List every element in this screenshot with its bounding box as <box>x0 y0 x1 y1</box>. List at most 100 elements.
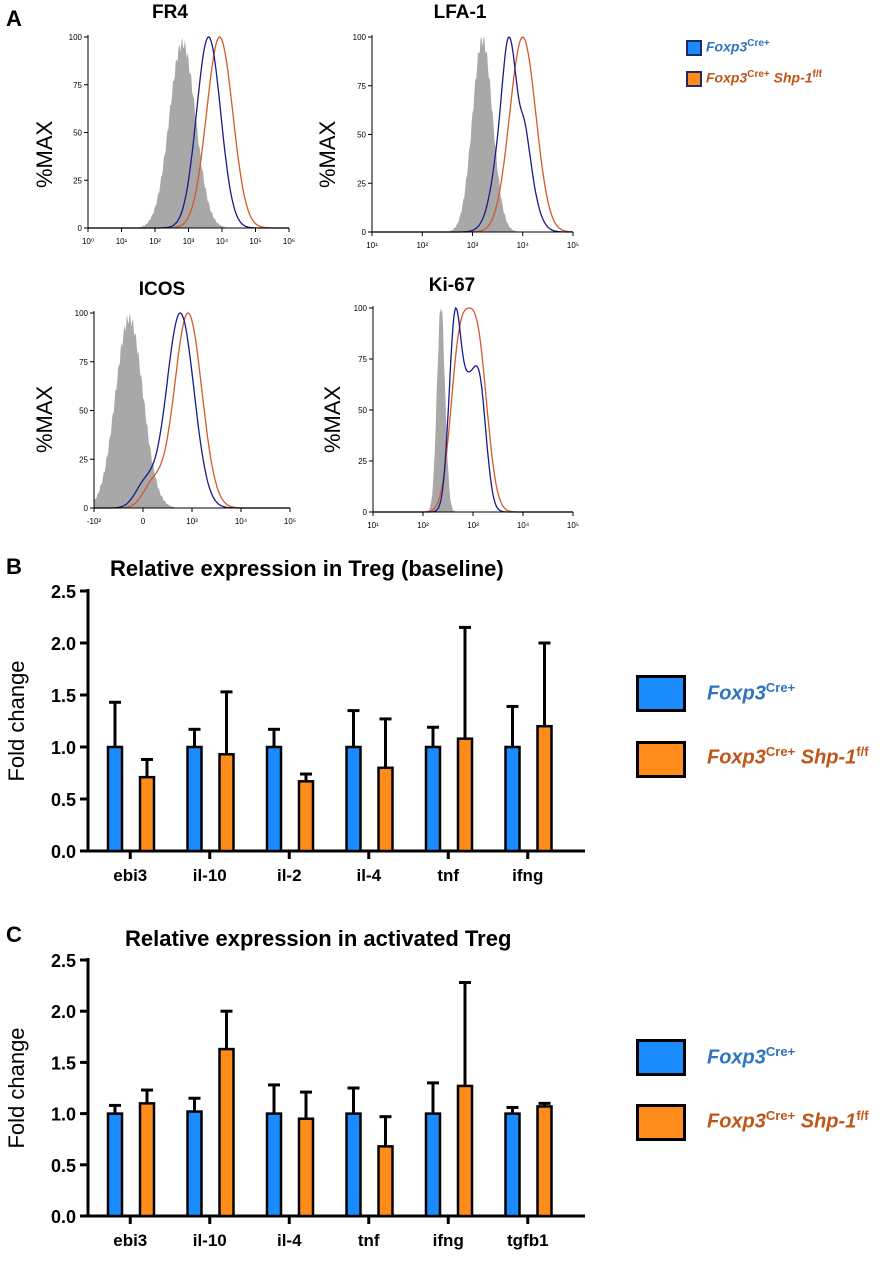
histogram-y-tick-label: 0 <box>362 228 367 237</box>
chart-c-bar-tnf-shp1 <box>377 1145 394 1218</box>
chart-b-bar-il-10-shp1 <box>218 753 235 853</box>
chart-c-bar-ebi3-shp1 <box>138 1102 156 1218</box>
chart-b-bar-il-2-shp1 <box>297 780 315 853</box>
histogram-isotype-fill <box>372 37 573 232</box>
histogram-x-tick-label: 10¹ <box>367 521 379 530</box>
chart-b-bar-tnf-foxp3 <box>424 745 442 853</box>
chart-c-x-tick-label: ifng <box>433 1231 464 1250</box>
histogram-y-tick-label: 25 <box>79 455 88 464</box>
legend-swatch-shp1 <box>686 71 702 87</box>
histogram-y-tick-label: 50 <box>79 407 88 416</box>
chart-b-y-tick-label: 0.0 <box>51 842 76 862</box>
legend-label-foxp3: Foxp3Cre+ <box>706 38 770 55</box>
histogram-x-tick-label: 0 <box>141 517 146 526</box>
hist-title-ki67: Ki-67 <box>428 275 476 296</box>
histogram-y-tick-label: 75 <box>358 355 367 364</box>
legend-c-swatch-foxp3 <box>636 1039 686 1076</box>
histogram-y-tick-label: 50 <box>357 131 366 140</box>
chart-c-bar-tnf-foxp3 <box>345 1112 362 1218</box>
legend-c-label-shp1: Foxp3Cre+ Shp-1f/f <box>707 1108 869 1133</box>
histogram-y-tick-label: 50 <box>358 406 367 415</box>
histogram-x-tick-label: 10⁰ <box>82 237 94 246</box>
hist-title-lfa1: LFA-1 <box>433 2 487 23</box>
legend-b-swatch-shp1 <box>636 741 686 778</box>
histogram-y-tick-label: 100 <box>354 304 368 313</box>
chart-b-bar-ebi3-foxp3 <box>106 745 124 853</box>
histogram-y-tick-label: 100 <box>69 33 83 42</box>
histogram-x-tick-label: 10⁴ <box>517 521 530 530</box>
legend-c-label-foxp3: Foxp3Cre+ <box>707 1044 796 1069</box>
histogram-x-tick-label: 10² <box>417 521 429 530</box>
histogram-x-tick-label: 10³ <box>186 517 198 526</box>
chart-c-x-tick-label: tgfb1 <box>507 1231 549 1250</box>
chart-c-y-tick-label: 0.0 <box>51 1207 76 1227</box>
chart-c-y-label: Fold change <box>4 1027 29 1148</box>
histogram-y-tick-label: 75 <box>73 81 82 90</box>
chart-b-bar-il-10-foxp3 <box>186 745 203 853</box>
histogram-x-tick-label: -10² <box>87 517 102 526</box>
histogram-x-tick-label: 10¹ <box>116 237 128 246</box>
histogram-y-tick-label: 0 <box>78 224 83 233</box>
chart-c-title: Relative expression in activated Treg <box>125 926 512 951</box>
histogram-x-tick-label: 10⁴ <box>517 241 530 250</box>
histogram-x-tick-label: 10² <box>416 241 428 250</box>
histogram-x-tick-label: 10² <box>149 237 161 246</box>
chart-c-y-tick-label: 1.5 <box>51 1053 76 1073</box>
chart-c-y-tick-label: 1.0 <box>51 1105 76 1125</box>
histogram-y-tick-label: 100 <box>75 309 89 318</box>
histogram-x-tick-label: 10⁵ <box>567 241 579 250</box>
chart-b-bar-tnf-shp1 <box>456 737 474 853</box>
panel-letter-c: C <box>6 922 22 947</box>
histogram-panel: 0 25 50 75 100 10⁰ 10¹ 10² 10³ 10⁴ 10⁵ 10⁶ 0 25 50 75 10… <box>69 33 579 530</box>
legend-label-shp1: Foxp3Cre+ Shp-1f/f <box>706 69 822 86</box>
chart-b-x-tick-label: il-4 <box>356 866 381 885</box>
chart-c-y-tick-label: 2.0 <box>51 1002 76 1022</box>
histogram-fr4: 0 25 50 75 100 10⁰ 10¹ 10² 10³ 10⁴ 10⁵ 10⁶ <box>69 33 295 246</box>
chart-b-x-tick-label: tnf <box>437 866 459 885</box>
chart-c-bar-il-10-shp1 <box>218 1047 235 1218</box>
histogram-isotype-fill <box>373 308 573 512</box>
legend-c-swatch-shp1 <box>636 1104 686 1141</box>
chart-b-bar-il-2-foxp3 <box>265 745 283 853</box>
chart-c-x-tick-label: il-10 <box>193 1231 227 1250</box>
hist-title-icos: ICOS <box>138 279 186 300</box>
panel-letter-a: A <box>6 6 22 31</box>
histogram-y-tick-label: 75 <box>357 82 366 91</box>
panel-letter-b: B <box>6 554 22 579</box>
histogram-x-tick-label: 10³ <box>183 237 195 246</box>
histogram-x-tick-label: 10³ <box>467 241 479 250</box>
histogram-ki-67: 0 25 50 75 100 10¹ 10² 10³ 10⁴ 10⁵ <box>354 304 579 530</box>
histogram-icos: 0 25 50 75 100 -10² 0 10³ 10⁴ 10⁵ <box>75 309 296 526</box>
chart-b-y-tick-label: 2.5 <box>51 582 76 602</box>
histogram-x-tick-label: 10⁵ <box>249 237 261 246</box>
chart-c-bar-il-4-shp1 <box>297 1117 315 1218</box>
histogram-x-tick-label: 10⁵ <box>567 521 579 530</box>
chart-c-bar-ifng-shp1 <box>456 1084 474 1218</box>
histogram-y-tick-label: 0 <box>84 504 89 513</box>
chart-b-y-tick-label: 0.5 <box>51 790 76 810</box>
chart-b-bar-ifng-shp1 <box>536 724 553 853</box>
chart-b: 0.0 0.5 1.0 1.5 2.0 2.5 Fold change ebi3 il-10 il… <box>4 582 585 885</box>
histogram-isotype-fill <box>88 37 289 228</box>
histogram-x-tick-label: 10⁴ <box>216 237 229 246</box>
histogram-x-tick-label: 10¹ <box>366 241 378 250</box>
chart-c-bar-ebi3-foxp3 <box>106 1112 124 1218</box>
histogram-y-tick-label: 25 <box>357 179 366 188</box>
chart-c-x-tick-label: ebi3 <box>113 1231 147 1250</box>
chart-c-bar-tgfb1-foxp3 <box>504 1112 521 1218</box>
chart-c-y-tick-label: 0.5 <box>51 1156 76 1176</box>
histogram-line-shp1 <box>373 307 573 513</box>
chart-b-y-tick-label: 2.0 <box>51 634 76 654</box>
legend-b-swatch-foxp3 <box>636 675 686 712</box>
histogram-x-tick-label: 10⁶ <box>283 237 295 246</box>
chart-b-y-label: Fold change <box>4 660 29 781</box>
histogram-lfa-1: 0 25 50 75 100 10¹ 10² 10³ 10⁴ 10⁵ <box>353 33 579 250</box>
hist-title-fr4: FR4 <box>152 2 188 23</box>
chart-b-x-tick-label: il-10 <box>193 866 227 885</box>
chart-b-bar-il-4-shp1 <box>377 766 394 853</box>
chart-b-bar-ebi3-shp1 <box>138 775 156 853</box>
chart-b-x-tick-label: ebi3 <box>113 866 147 885</box>
histogram-y-tick-label: 50 <box>73 129 82 138</box>
legend-b-label-shp1: Foxp3Cre+ Shp-1f/f <box>707 744 869 769</box>
chart-c-x-tick-label: tnf <box>358 1231 380 1250</box>
